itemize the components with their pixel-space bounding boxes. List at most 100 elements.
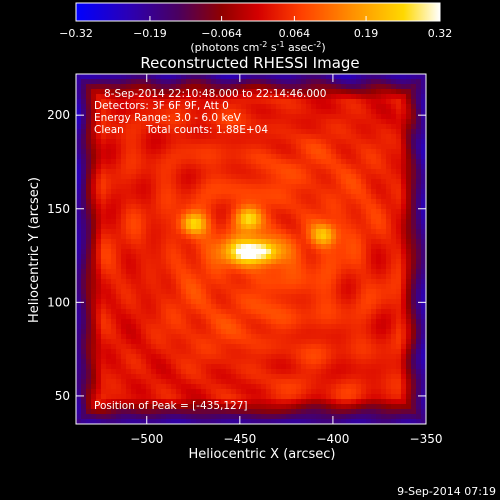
heatmap-cell xyxy=(246,129,252,135)
heatmap-cell xyxy=(411,209,417,215)
heatmap-cell xyxy=(196,204,202,210)
heatmap-cell xyxy=(301,189,307,195)
heatmap-cell xyxy=(116,244,122,250)
heatmap-cell xyxy=(261,209,267,215)
heatmap-cell xyxy=(111,164,117,170)
heatmap-cell xyxy=(346,74,352,80)
heatmap-cell xyxy=(386,409,392,415)
heatmap-cell xyxy=(141,154,147,160)
heatmap-cell xyxy=(286,294,292,300)
heatmap-cell xyxy=(121,179,127,185)
heatmap-cell xyxy=(146,379,152,385)
heatmap-cell xyxy=(311,139,317,145)
heatmap-cell xyxy=(336,99,342,105)
heatmap-cell xyxy=(331,219,337,225)
heatmap-cell xyxy=(186,239,192,245)
heatmap-cell xyxy=(191,289,197,295)
heatmap-cell xyxy=(146,344,152,350)
heatmap-cell xyxy=(111,259,117,265)
heatmap-cell xyxy=(121,124,127,130)
heatmap-cell xyxy=(121,259,127,265)
heatmap-cell xyxy=(351,329,357,335)
heatmap-cell xyxy=(336,199,342,205)
heatmap-cell xyxy=(171,344,177,350)
heatmap-cell xyxy=(226,354,232,360)
heatmap-cell xyxy=(346,129,352,135)
heatmap-cell xyxy=(136,134,142,140)
heatmap-cell xyxy=(191,84,197,90)
heatmap-cell xyxy=(106,239,112,245)
heatmap-cell xyxy=(316,89,322,95)
heatmap-cell xyxy=(296,234,302,240)
heatmap-cell xyxy=(291,234,297,240)
heatmap-cell xyxy=(211,354,217,360)
heatmap-cell xyxy=(351,119,357,125)
heatmap-cell xyxy=(241,364,247,370)
heatmap-cell xyxy=(161,269,167,275)
heatmap-cell xyxy=(376,214,382,220)
heatmap-cell xyxy=(281,274,287,280)
heatmap-cell xyxy=(276,84,282,90)
heatmap-cell xyxy=(141,309,147,315)
heatmap-cell xyxy=(266,109,272,115)
heatmap-cell xyxy=(211,139,217,145)
heatmap-cell xyxy=(261,324,267,330)
heatmap-cell xyxy=(286,149,292,155)
heatmap-cell xyxy=(401,109,407,115)
heatmap-cell xyxy=(406,244,412,250)
heatmap-cell xyxy=(231,409,237,415)
heatmap-cell xyxy=(376,344,382,350)
heatmap-cell xyxy=(211,119,217,125)
heatmap-cell xyxy=(356,389,362,395)
heatmap-cell xyxy=(336,229,342,235)
heatmap-cell xyxy=(101,384,107,390)
heatmap-cell xyxy=(256,174,262,180)
heatmap-cell xyxy=(111,139,117,145)
heatmap-cell xyxy=(381,269,387,275)
heatmap-cell xyxy=(281,394,287,400)
heatmap-cell xyxy=(301,164,307,170)
heatmap-cell xyxy=(336,139,342,145)
heatmap-cell xyxy=(326,179,332,185)
heatmap-cell xyxy=(171,379,177,385)
heatmap-cell xyxy=(206,144,212,150)
heatmap-cell xyxy=(291,239,297,245)
heatmap-cell xyxy=(286,399,292,405)
heatmap-cell xyxy=(296,419,302,424)
heatmap-cell xyxy=(296,289,302,295)
heatmap-cell xyxy=(356,294,362,300)
heatmap-cell xyxy=(371,334,377,340)
heatmap-cell xyxy=(316,234,322,240)
heatmap-cell xyxy=(326,109,332,115)
heatmap-cell xyxy=(406,279,412,285)
heatmap-cell xyxy=(391,149,397,155)
heatmap-cell xyxy=(311,129,317,135)
heatmap-cell xyxy=(346,384,352,390)
heatmap-cell xyxy=(91,189,97,195)
heatmap-cell xyxy=(236,79,242,85)
heatmap-cell xyxy=(141,354,147,360)
heatmap-cell xyxy=(131,109,137,115)
heatmap-cell xyxy=(226,144,232,150)
heatmap-cell xyxy=(266,279,272,285)
heatmap-cell xyxy=(336,204,342,210)
heatmap-cell xyxy=(391,244,397,250)
heatmap-cell xyxy=(371,249,377,255)
heatmap-cell xyxy=(131,159,137,165)
heatmap-cell xyxy=(221,214,227,220)
heatmap-cell xyxy=(146,304,152,310)
heatmap-cell xyxy=(101,399,107,405)
heatmap-cell xyxy=(326,339,332,345)
heatmap-cell xyxy=(171,179,177,185)
heatmap-cell xyxy=(416,244,422,250)
heatmap-cell xyxy=(176,164,182,170)
heatmap-cell xyxy=(316,119,322,125)
heatmap-cell xyxy=(311,344,317,350)
heatmap-cell xyxy=(126,274,132,280)
heatmap-cell xyxy=(81,359,87,365)
heatmap-cell xyxy=(351,324,357,330)
heatmap-cell xyxy=(116,254,122,260)
heatmap-cell xyxy=(111,209,117,215)
heatmap-cell xyxy=(316,219,322,225)
heatmap-cell xyxy=(91,344,97,350)
